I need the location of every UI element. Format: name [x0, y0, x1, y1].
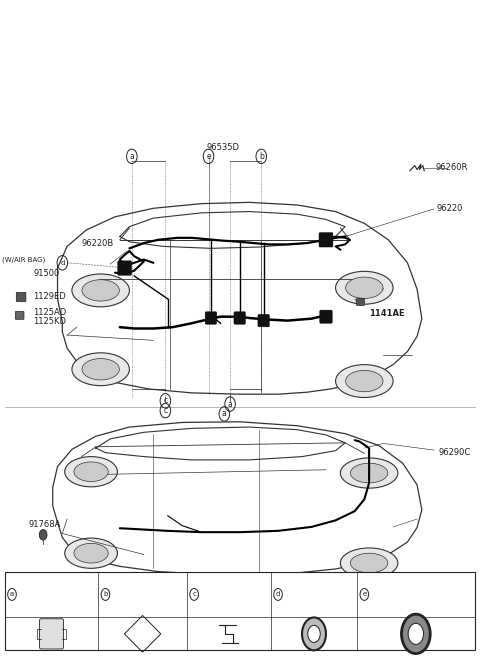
FancyBboxPatch shape [234, 312, 245, 324]
Circle shape [401, 614, 430, 654]
FancyBboxPatch shape [16, 292, 26, 302]
Text: 91500: 91500 [34, 269, 60, 278]
Ellipse shape [82, 359, 120, 380]
Text: 1125AD: 1125AD [34, 307, 67, 317]
Text: d: d [276, 591, 280, 597]
Ellipse shape [350, 553, 388, 573]
Text: e: e [362, 591, 366, 597]
FancyBboxPatch shape [320, 310, 332, 323]
Ellipse shape [65, 538, 118, 568]
Ellipse shape [336, 271, 393, 304]
Text: b: b [259, 152, 264, 161]
Text: 96260R: 96260R [435, 163, 468, 172]
Ellipse shape [346, 371, 383, 392]
FancyBboxPatch shape [357, 298, 364, 306]
Text: 96220B: 96220B [82, 239, 114, 248]
FancyBboxPatch shape [118, 261, 132, 275]
Ellipse shape [74, 462, 108, 482]
Ellipse shape [72, 274, 130, 307]
FancyBboxPatch shape [319, 233, 333, 247]
Ellipse shape [72, 353, 130, 386]
Text: 96290C: 96290C [439, 447, 471, 457]
Ellipse shape [350, 463, 388, 483]
Ellipse shape [346, 277, 383, 298]
Text: a: a [10, 591, 14, 597]
Text: e: e [206, 152, 211, 161]
Text: a: a [228, 399, 232, 409]
Circle shape [408, 623, 423, 645]
Text: d: d [60, 260, 64, 266]
Circle shape [39, 530, 47, 540]
Text: 91734L: 91734L [284, 579, 311, 585]
FancyBboxPatch shape [258, 314, 269, 327]
Ellipse shape [340, 548, 398, 578]
Text: c: c [163, 396, 168, 405]
Text: a: a [222, 409, 227, 419]
Ellipse shape [74, 543, 108, 563]
FancyBboxPatch shape [5, 572, 475, 650]
Text: b: b [103, 591, 108, 597]
Text: 91116C: 91116C [18, 589, 46, 595]
FancyBboxPatch shape [39, 619, 63, 649]
FancyBboxPatch shape [15, 311, 24, 319]
Text: 91980U: 91980U [200, 579, 228, 585]
Text: 91768A: 91768A [29, 520, 61, 529]
Text: c: c [163, 406, 168, 415]
Circle shape [302, 618, 326, 650]
Ellipse shape [65, 457, 118, 487]
Text: c: c [192, 591, 196, 597]
Text: 1141AE: 1141AE [369, 309, 405, 318]
Text: 1125KD: 1125KD [34, 317, 67, 327]
Circle shape [308, 625, 320, 643]
Text: 96220: 96220 [436, 204, 463, 214]
Ellipse shape [82, 280, 120, 301]
Text: 84183: 84183 [112, 579, 134, 585]
Text: 96535D: 96535D [206, 143, 239, 152]
Text: 1129ED: 1129ED [34, 292, 66, 302]
Ellipse shape [336, 365, 393, 397]
Text: (W/AIR BAG): (W/AIR BAG) [2, 257, 46, 263]
Ellipse shape [340, 458, 398, 488]
FancyBboxPatch shape [205, 312, 216, 324]
Text: a: a [130, 152, 134, 161]
Text: 91590S: 91590S [18, 579, 45, 585]
Text: 1731JF: 1731JF [371, 579, 395, 585]
